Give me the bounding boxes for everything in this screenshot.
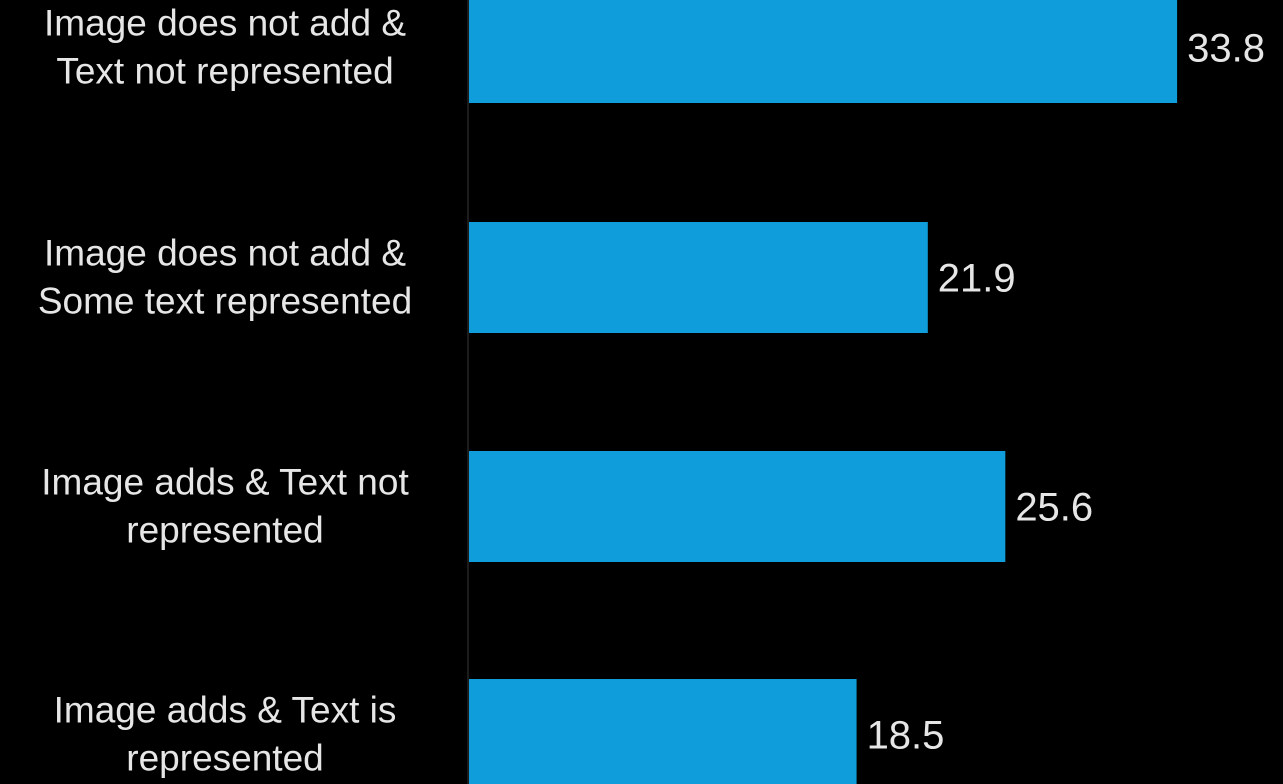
category-label: Image does not add & [44, 233, 406, 274]
category-label: Text not represented [56, 51, 393, 92]
bars-group [469, 0, 1178, 784]
category-label: represented [126, 510, 323, 551]
data-label: 33.8 [1187, 27, 1265, 71]
category-labels-group: Image does not add & Text not represented… [38, 3, 412, 779]
category-label: represented [126, 738, 323, 779]
bar [469, 222, 928, 333]
data-label: 25.6 [1015, 486, 1093, 530]
bar [469, 0, 1178, 103]
bar [469, 451, 1006, 562]
data-label: 21.9 [938, 257, 1016, 301]
category-label: Image does not add & [44, 3, 406, 44]
category-label: Image adds & Text not [41, 462, 409, 503]
category-label: Image adds & Text is [54, 690, 397, 731]
category-label: Some text represented [38, 281, 412, 322]
data-label: 18.5 [867, 714, 945, 758]
bar [469, 679, 857, 784]
value-labels-group: 33.8 21.9 25.6 18.5 [867, 27, 1265, 758]
